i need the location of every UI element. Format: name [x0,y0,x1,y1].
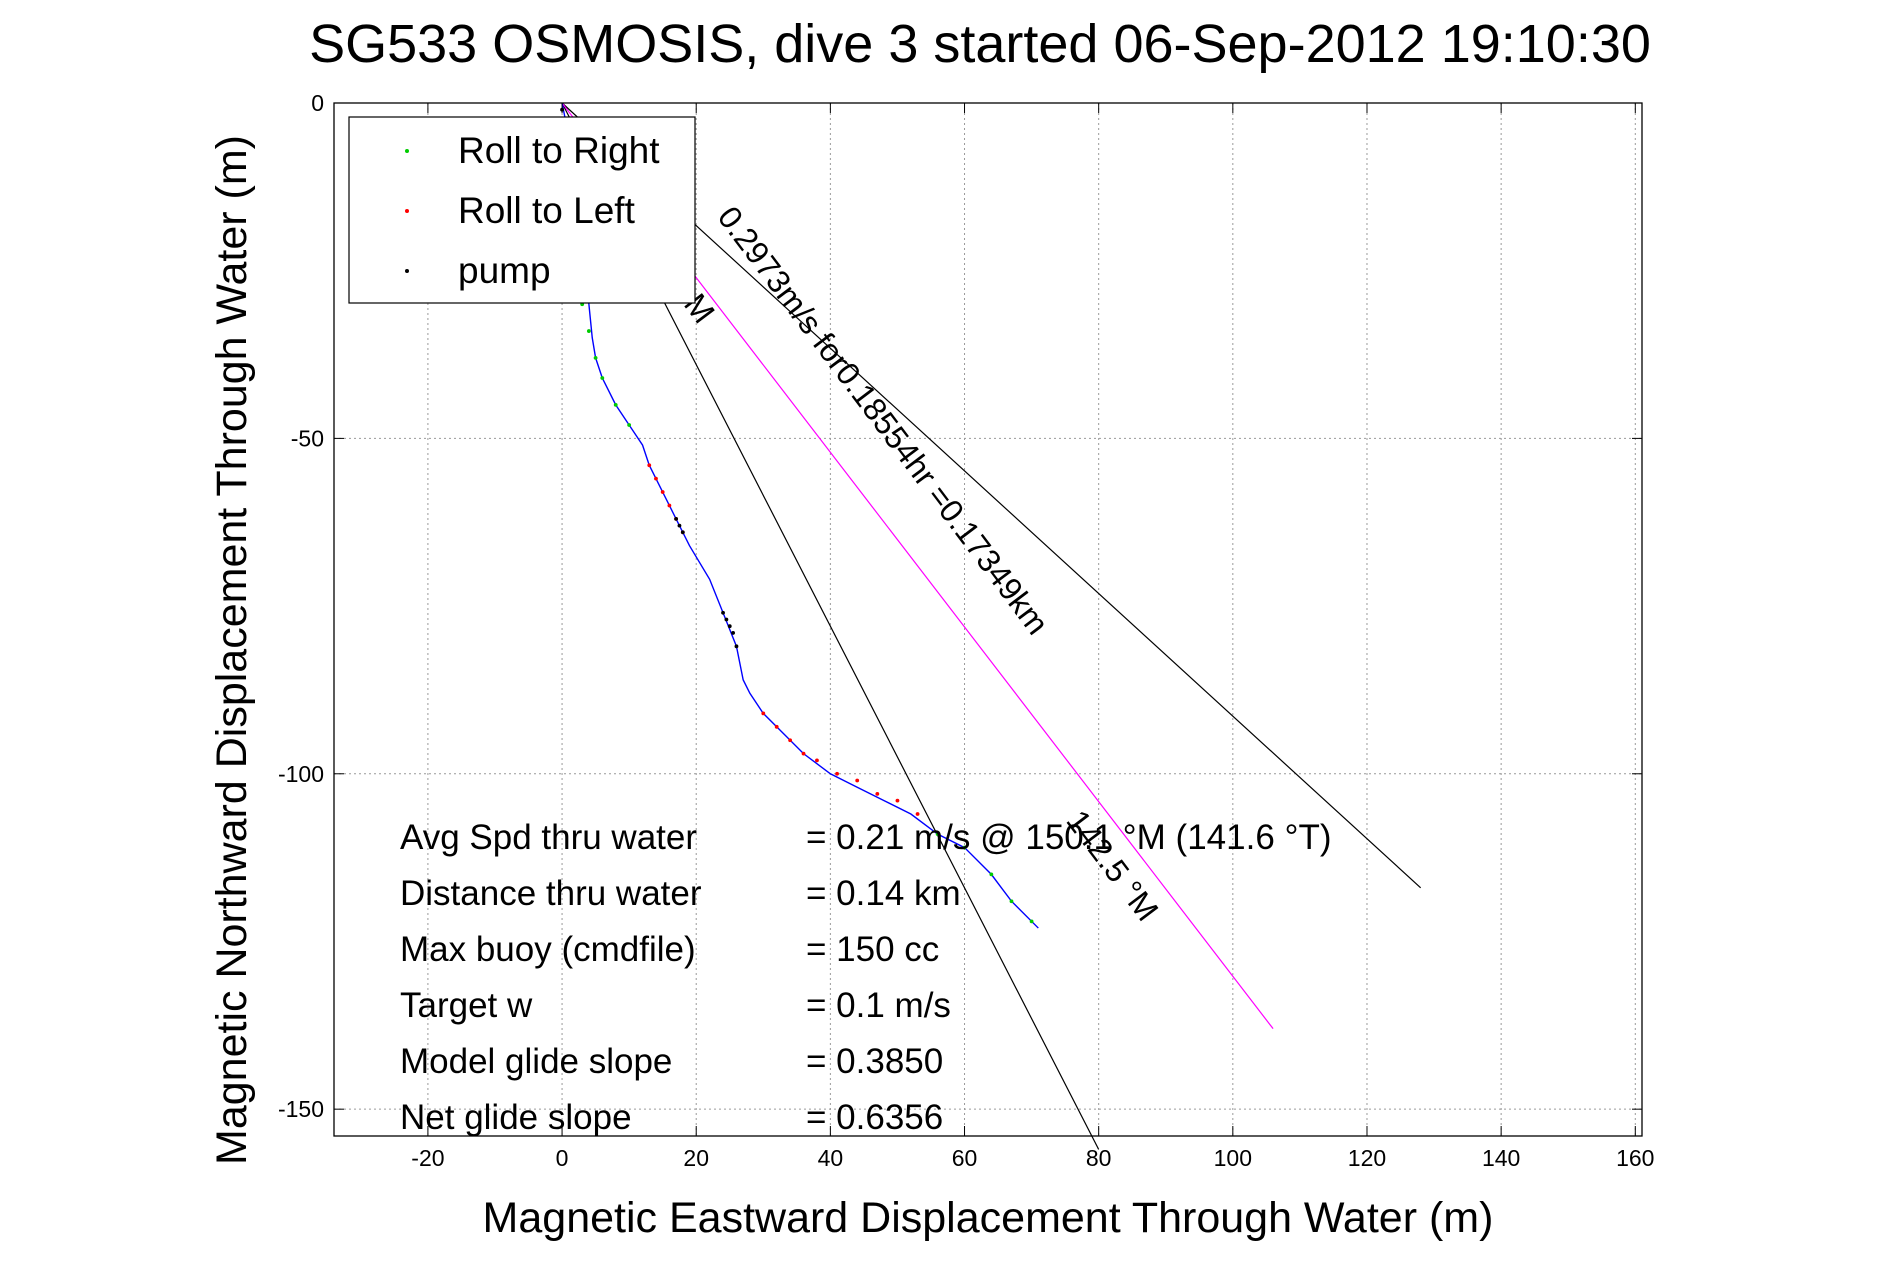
y-tick-label: -100 [278,761,324,787]
x-tick-label: 140 [1482,1145,1520,1171]
pump-point [674,516,678,521]
roll-left-point [774,724,779,729]
pump-point [734,644,739,649]
x-tick-label: 20 [683,1145,709,1171]
roll-left-point [667,503,672,508]
x-tick-label: 80 [1086,1145,1112,1171]
roll-left-point [654,476,658,481]
roll-left-point [855,778,860,783]
roll-right-point [989,872,994,877]
stat-value: = 0.21 m/s @ 150.1 °M (141.6 °T) [806,818,1332,857]
roll-right-point [600,376,605,380]
stat-label: Net glide slope [400,1098,632,1137]
roll-right-point [586,329,591,333]
legend-label: pump [458,250,551,291]
heading-line [561,102,1422,889]
roll-right-point [613,402,618,407]
stat-label: Target w [400,986,533,1025]
roll-left-point [915,812,920,816]
roll-right-point [962,845,967,850]
plot-area-frame [333,102,1643,1137]
roll-left-point [895,798,900,803]
roll-right-point [593,355,598,360]
roll-right-point [627,423,632,427]
pump-point [680,530,685,535]
roll-left-point [815,758,819,763]
x-axis-label: Magnetic Eastward Displacement Through W… [483,1194,1494,1242]
axis-ticks: -20 0 20 40 60 80 100 120 140 160 0 -50 -100 -150 [278,90,1655,1171]
stat-label: Distance thru water [400,874,702,913]
legend-label: Roll to Right [458,130,660,171]
x-tick-label: 100 [1214,1145,1252,1171]
stat-value: = 0.3850 [806,1042,943,1081]
pump-point [724,617,729,622]
stat-label: Max buoy (cmdfile) [400,930,696,969]
legend-marker [405,209,409,213]
x-tick-label: 0 [556,1145,569,1171]
pump-point [727,624,732,629]
stat-label: Model glide slope [400,1042,672,1081]
x-tick-label: -20 [411,1145,444,1171]
stat-value: = 0.14 km [806,874,961,913]
stat-value: = 150 cc [806,930,939,969]
roll-left-point [761,711,766,716]
roll-right-point [935,832,940,837]
roll-left-point [788,738,793,743]
legend-marker [405,149,409,153]
pump-point [721,610,725,615]
roll-right-point [1009,899,1014,904]
y-tick-label: -50 [291,425,324,451]
y-tick-label: 0 [311,90,324,116]
roll-left-point [875,792,880,796]
roll-left-point [801,751,806,756]
x-tick-label: 160 [1616,1145,1654,1171]
legend-marker [405,269,409,273]
stat-label: Avg Spd thru water [400,818,697,857]
roll-left-point [660,490,665,494]
pump-point [731,631,736,635]
stats-block: Avg Spd thru water = 0.21 m/s @ 150.1 °M … [400,818,1332,1137]
chart-title: SG533 OSMOSIS, dive 3 started 06-Sep-201… [309,14,1651,74]
grid [334,102,1642,1136]
roll-left-point [835,771,839,776]
stat-value: = 0.1 m/s [806,986,951,1025]
x-tick-label: 40 [818,1145,844,1171]
y-axis-label: Magnetic Northward Displacement Through … [208,135,256,1165]
legend-label: Roll to Left [458,190,636,231]
pump-point [677,523,682,528]
y-tick-label: -150 [278,1096,324,1122]
roll-left-point [647,463,652,468]
roll-right-point [1029,919,1034,924]
x-tick-label: 120 [1348,1145,1386,1171]
x-tick-label: 60 [952,1145,978,1171]
legend: Roll to Right Roll to Left pump [348,116,696,304]
stat-value: = 0.6356 [806,1098,943,1137]
